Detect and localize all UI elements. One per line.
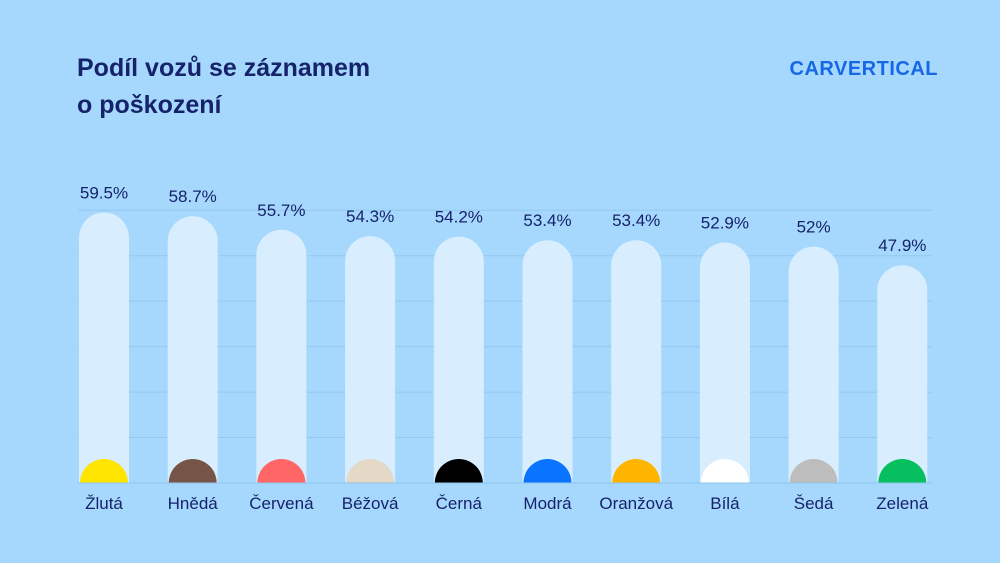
chart-title-line-2: o poškození <box>77 91 222 119</box>
chart-title: Podíl vozů se záznamem o poškození <box>77 50 497 124</box>
bar-10 <box>877 265 928 483</box>
color-marker-2 <box>168 459 217 483</box>
category-label-5: Černá <box>436 494 483 513</box>
color-marker-3 <box>257 459 306 483</box>
value-label-8: 52.9% <box>701 214 749 233</box>
color-marker-8 <box>700 459 749 483</box>
bar-8 <box>699 242 750 483</box>
bar-9 <box>788 246 839 483</box>
category-label-9: Šedá <box>794 494 834 513</box>
bar-6 <box>522 240 573 483</box>
color-marker-10 <box>878 459 927 483</box>
bar-2 <box>167 216 218 483</box>
category-label-1: Žlutá <box>85 494 123 513</box>
carvertical-logo: CARVERTICAL <box>789 58 938 80</box>
value-label-3: 55.7% <box>257 201 305 220</box>
value-label-1: 59.5% <box>80 184 128 203</box>
color-marker-5 <box>434 459 483 483</box>
color-marker-1 <box>80 459 128 483</box>
color-marker-7 <box>612 459 661 483</box>
chart-title-line-1: Podíl vozů se záznamem <box>77 54 371 82</box>
value-label-2: 58.7% <box>169 187 217 206</box>
category-label-3: Červená <box>249 494 314 513</box>
bar-5 <box>433 236 484 483</box>
bar-4 <box>345 236 396 483</box>
value-label-10: 47.9% <box>878 236 926 255</box>
value-label-6: 53.4% <box>523 211 571 230</box>
value-label-5: 54.2% <box>435 208 483 227</box>
category-label-2: Hnědá <box>168 494 219 513</box>
value-label-4: 54.3% <box>346 207 394 226</box>
category-label-10: Zelená <box>876 494 929 513</box>
bar-1 <box>79 212 129 483</box>
color-marker-9 <box>789 459 838 483</box>
bar-3 <box>256 229 307 483</box>
value-label-9: 52% <box>797 218 831 237</box>
category-label-8: Bílá <box>710 494 740 513</box>
bar-7 <box>611 240 662 483</box>
category-label-6: Modrá <box>523 494 572 513</box>
color-marker-6 <box>523 459 572 483</box>
color-marker-4 <box>346 459 395 483</box>
category-label-7: Oranžová <box>599 494 673 513</box>
category-label-4: Béžová <box>342 494 399 513</box>
value-label-7: 53.4% <box>612 211 660 230</box>
